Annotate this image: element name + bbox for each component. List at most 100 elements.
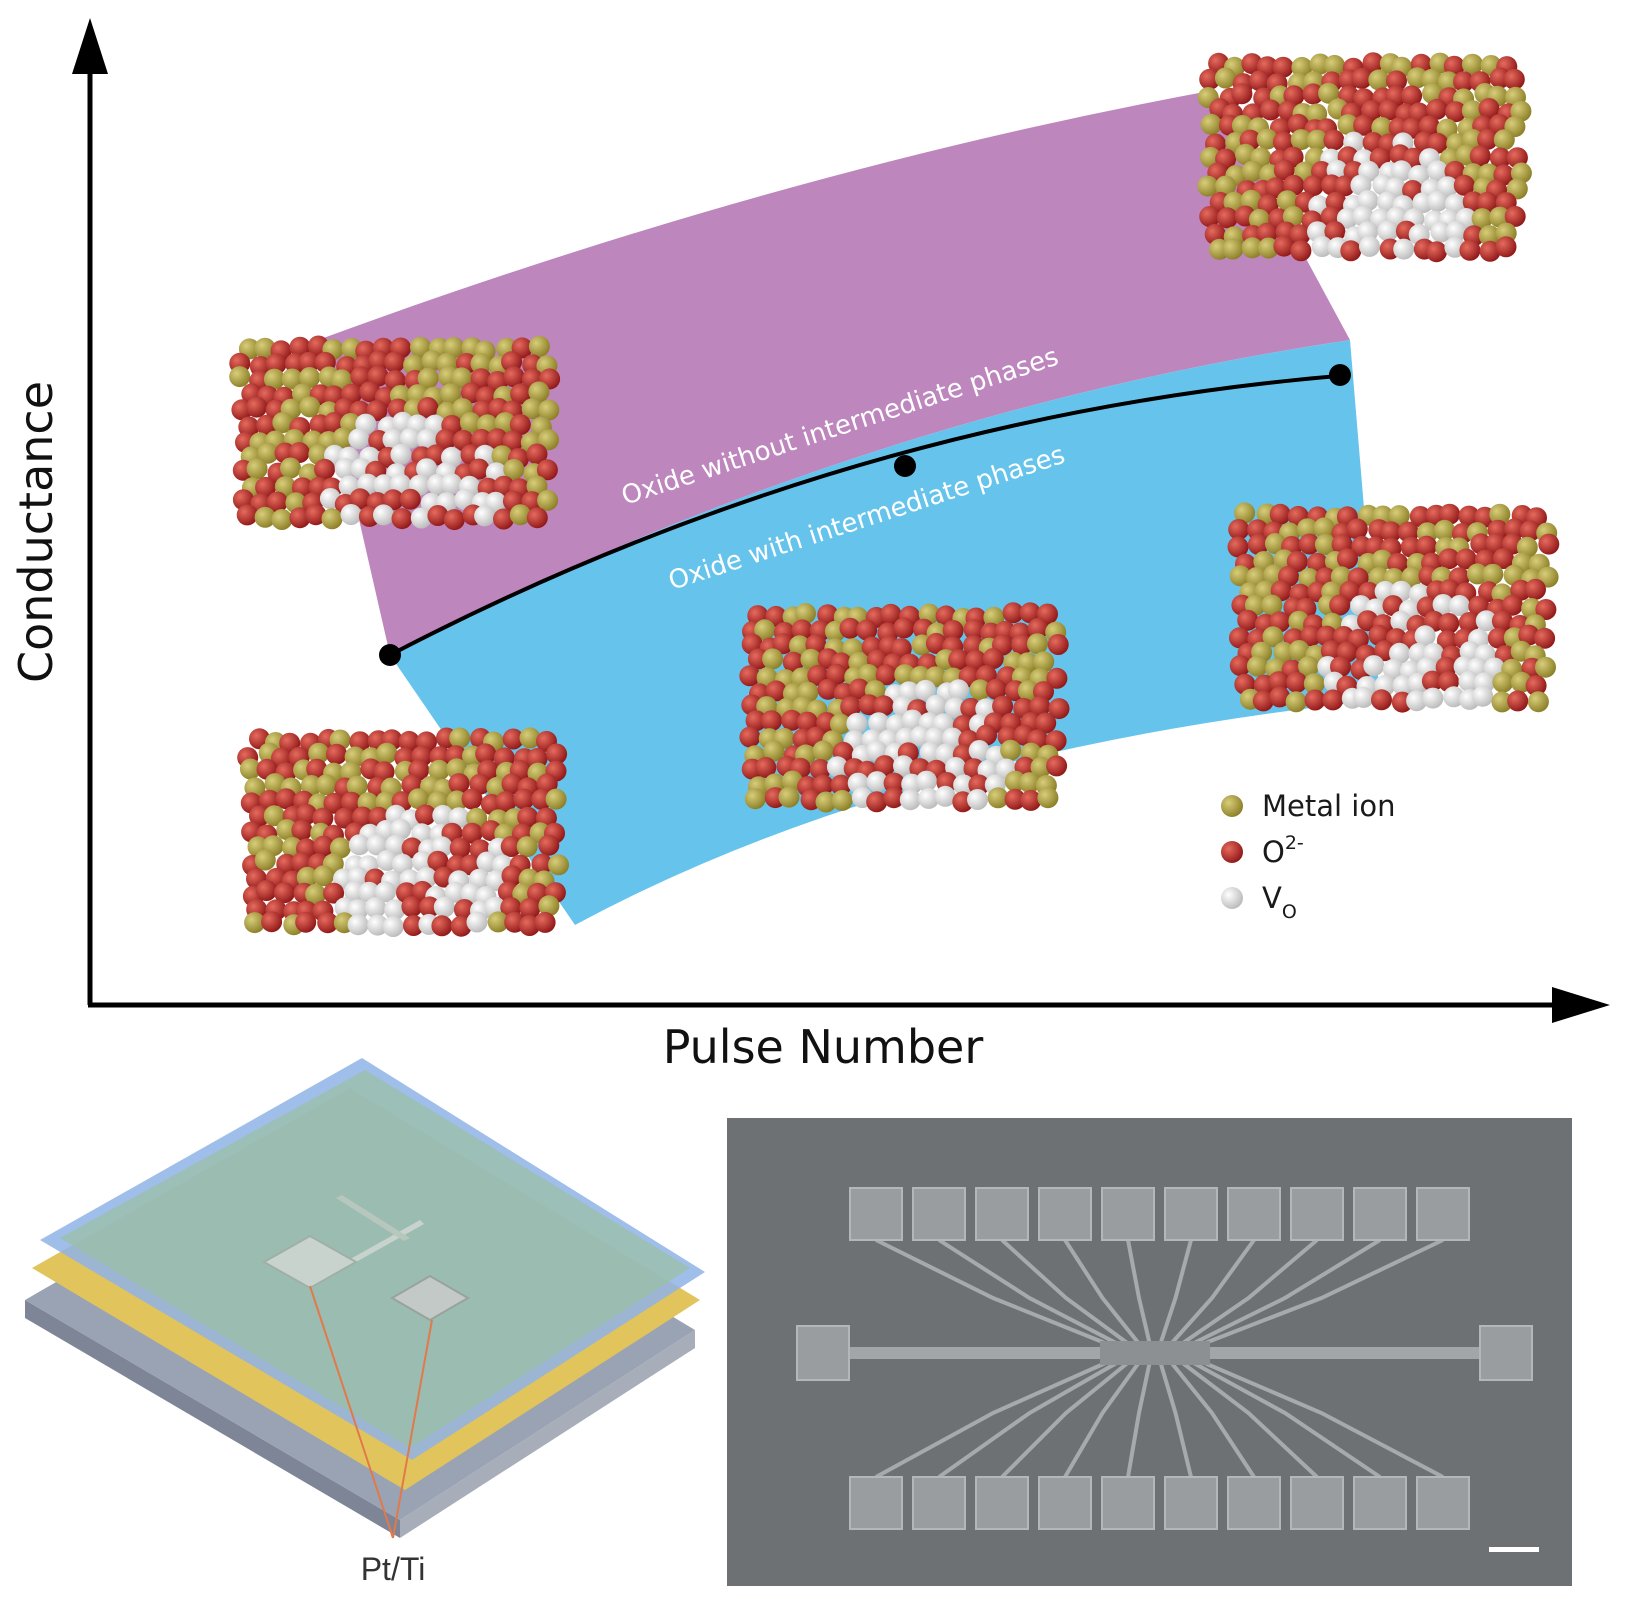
atom — [1030, 756, 1052, 778]
callout-line — [309, 1285, 394, 1539]
atom — [1444, 193, 1466, 215]
atom — [1427, 160, 1449, 182]
atom — [1258, 237, 1279, 259]
atom — [866, 771, 888, 793]
atom — [919, 741, 941, 763]
atom — [280, 457, 301, 479]
atom — [944, 697, 966, 719]
atom — [1493, 129, 1515, 151]
y-axis-arrow — [72, 18, 108, 74]
atom — [1495, 236, 1517, 258]
atom — [1033, 651, 1055, 673]
atom — [745, 710, 767, 732]
atom — [880, 603, 902, 625]
atom — [249, 805, 270, 827]
atom — [1214, 67, 1236, 89]
atom — [1229, 565, 1251, 587]
electrode-line — [345, 1220, 424, 1266]
atom — [1029, 695, 1051, 717]
atom — [275, 788, 297, 810]
atom — [503, 366, 525, 388]
sem-lead — [1063, 1238, 1142, 1347]
atom — [1247, 533, 1269, 555]
atom — [256, 414, 278, 436]
scale-bar — [1489, 1547, 1539, 1552]
atom — [812, 740, 834, 762]
atom — [1046, 667, 1068, 689]
atom — [1302, 83, 1324, 105]
atom — [1027, 633, 1048, 655]
sem-lead — [1000, 1238, 1132, 1347]
atom — [781, 709, 803, 731]
atom — [1382, 595, 1404, 617]
atom — [334, 458, 356, 480]
atom — [1000, 739, 1022, 761]
atom — [373, 474, 395, 496]
atom — [925, 632, 947, 654]
atom — [428, 759, 450, 781]
atom — [1298, 655, 1319, 677]
atom — [427, 505, 449, 526]
atom — [983, 606, 1005, 628]
atom — [1334, 175, 1356, 197]
atom — [868, 712, 890, 734]
atom — [1525, 675, 1547, 697]
atom — [1534, 627, 1556, 649]
atom-cluster — [739, 602, 1070, 813]
atom — [401, 896, 423, 918]
atom — [1516, 536, 1538, 558]
atom — [534, 911, 556, 933]
atom — [1353, 686, 1375, 708]
atom — [968, 740, 990, 761]
atom — [1215, 175, 1237, 197]
atom — [382, 916, 404, 937]
atom — [960, 697, 982, 719]
atom — [1268, 671, 1290, 693]
atom — [443, 337, 465, 358]
atom — [316, 774, 337, 796]
atom — [546, 743, 568, 765]
atom — [254, 849, 276, 871]
atom — [942, 620, 964, 641]
atom — [256, 880, 277, 901]
device-illustration: Pt/Ti — [25, 1058, 705, 1587]
atom — [1004, 788, 1026, 810]
atom — [1048, 698, 1070, 720]
atom — [391, 508, 413, 530]
atom — [848, 678, 870, 700]
atom — [739, 665, 761, 687]
atom — [412, 851, 433, 873]
atom — [1306, 129, 1328, 151]
y-axis-label: Conductance — [9, 381, 63, 683]
atom — [1047, 634, 1069, 655]
atom — [491, 445, 513, 467]
atom — [969, 679, 991, 701]
atom — [1445, 220, 1467, 242]
atom — [368, 350, 390, 372]
atom — [1443, 686, 1465, 708]
atom — [1501, 594, 1523, 616]
atom — [257, 442, 279, 464]
atom — [1510, 162, 1532, 184]
atom — [313, 835, 335, 857]
sem-lead — [1178, 1238, 1319, 1347]
atom — [1363, 655, 1385, 677]
atom — [264, 773, 286, 795]
atom — [791, 619, 813, 641]
atom — [296, 803, 317, 825]
atom — [519, 897, 541, 919]
atom — [435, 428, 457, 450]
atom — [538, 399, 560, 421]
atom — [1535, 656, 1556, 678]
atom — [1229, 627, 1250, 649]
atom — [1199, 68, 1221, 90]
atom — [340, 791, 362, 813]
sem-lead — [1158, 1360, 1193, 1478]
atom — [1019, 772, 1041, 794]
atom — [433, 896, 455, 918]
atom — [474, 505, 496, 527]
atom — [982, 648, 1004, 669]
atom — [536, 459, 558, 481]
atom — [1246, 655, 1268, 677]
atom — [778, 786, 800, 808]
